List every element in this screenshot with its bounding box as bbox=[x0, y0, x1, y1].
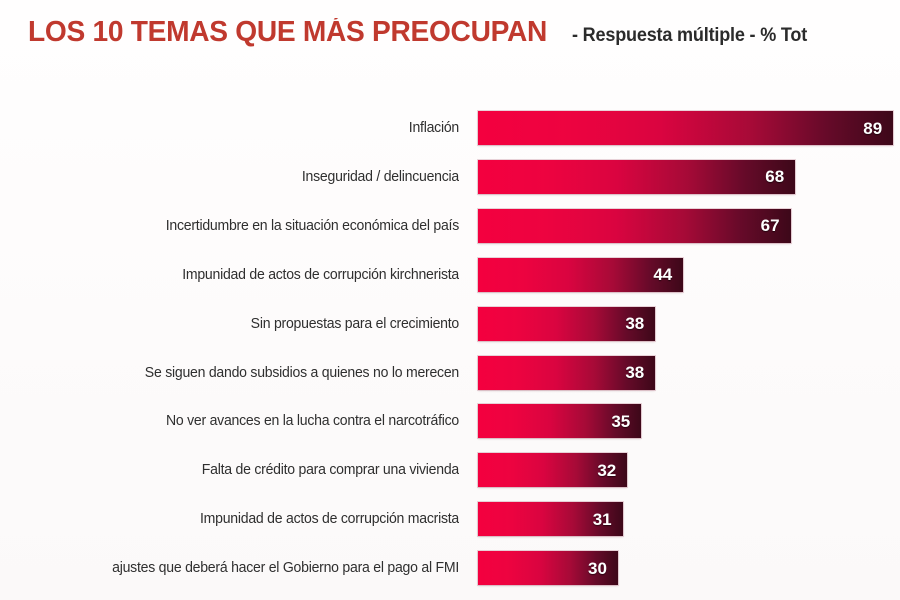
category-label: Se siguen dando subsidios a quienes no l… bbox=[144, 364, 459, 381]
bar[interactable]: 44 bbox=[478, 257, 684, 292]
category-label: Impunidad de actos de corrupción kirchne… bbox=[182, 266, 459, 283]
bar-value-label: 38 bbox=[625, 363, 645, 382]
bar-value-label: 67 bbox=[760, 216, 780, 236]
bar-track: 31 bbox=[478, 502, 623, 537]
chart-row: Impunidad de actos de corrupción macrist… bbox=[0, 502, 900, 537]
chart-header: LOS 10 TEMAS QUE MÁS PREOCUPAN - Respues… bbox=[28, 18, 900, 58]
category-label: Falta de crédito para comprar una vivien… bbox=[201, 462, 459, 479]
category-label: Inseguridad / delincuencia bbox=[301, 168, 459, 185]
bar-track: 68 bbox=[478, 159, 796, 194]
bar-value-label: 38 bbox=[625, 314, 645, 334]
category-label: ajustes que deberá hacer el Gobierno par… bbox=[112, 560, 459, 577]
bar-track: 38 bbox=[478, 306, 656, 341]
bar[interactable]: 67 bbox=[478, 208, 791, 243]
bar-track: 89 bbox=[478, 111, 894, 145]
bar-track: 67 bbox=[478, 208, 791, 243]
bar-track: 32 bbox=[478, 453, 628, 488]
category-label: Incertidumbre en la situación económica … bbox=[165, 217, 459, 234]
chart-row: ajustes que deberá hacer el Gobierno par… bbox=[0, 551, 900, 586]
bar-value-label: 68 bbox=[765, 167, 785, 187]
bar-track: 44 bbox=[478, 257, 684, 292]
chart-row: Falta de crédito para comprar una vivien… bbox=[0, 453, 900, 488]
bar[interactable]: 89 bbox=[478, 111, 894, 145]
page-subtitle: - Respuesta múltiple - % Tot bbox=[572, 25, 808, 46]
chart-row: Incertidumbre en la situación económica … bbox=[0, 208, 900, 243]
category-label: Impunidad de actos de corrupción macrist… bbox=[199, 511, 459, 528]
bar-chart-plot: Inflación 89 Inseguridad / delincuencia 68 I… bbox=[0, 104, 900, 600]
bar-track: 38 bbox=[478, 355, 656, 390]
chart-row: Inflación 89 bbox=[0, 111, 900, 145]
bar[interactable]: 35 bbox=[478, 404, 642, 439]
bar[interactable]: 30 bbox=[478, 551, 618, 586]
bar-value-label: 32 bbox=[597, 460, 617, 480]
bar[interactable]: 38 bbox=[478, 306, 656, 341]
bar[interactable]: 32 bbox=[478, 453, 628, 488]
bar-track: 35 bbox=[478, 404, 642, 439]
category-label: Sin propuestas para el crecimiento bbox=[250, 315, 459, 332]
bar[interactable]: 38 bbox=[478, 355, 656, 390]
chart-row: No ver avances en la lucha contra el nar… bbox=[0, 404, 900, 439]
category-label: No ver avances en la lucha contra el nar… bbox=[165, 413, 459, 430]
chart-row: Se siguen dando subsidios a quienes no l… bbox=[0, 355, 900, 390]
chart-row: Sin propuestas para el crecimiento 38 bbox=[0, 306, 900, 341]
bar-value-label: 44 bbox=[653, 265, 673, 285]
bar[interactable]: 31 bbox=[478, 502, 623, 537]
chart-row: Inseguridad / delincuencia 68 bbox=[0, 159, 900, 194]
bar-value-label: 30 bbox=[588, 558, 607, 578]
bar-value-label: 89 bbox=[863, 118, 883, 138]
bar[interactable]: 68 bbox=[478, 159, 796, 194]
chart-row: Impunidad de actos de corrupción kirchne… bbox=[0, 257, 900, 292]
bar-value-label: 31 bbox=[592, 509, 612, 529]
category-label: Inflación bbox=[408, 120, 459, 136]
bar-value-label: 35 bbox=[611, 411, 631, 431]
page-title: LOS 10 TEMAS QUE MÁS PREOCUPAN bbox=[28, 18, 548, 48]
bar-track: 30 bbox=[478, 551, 618, 586]
